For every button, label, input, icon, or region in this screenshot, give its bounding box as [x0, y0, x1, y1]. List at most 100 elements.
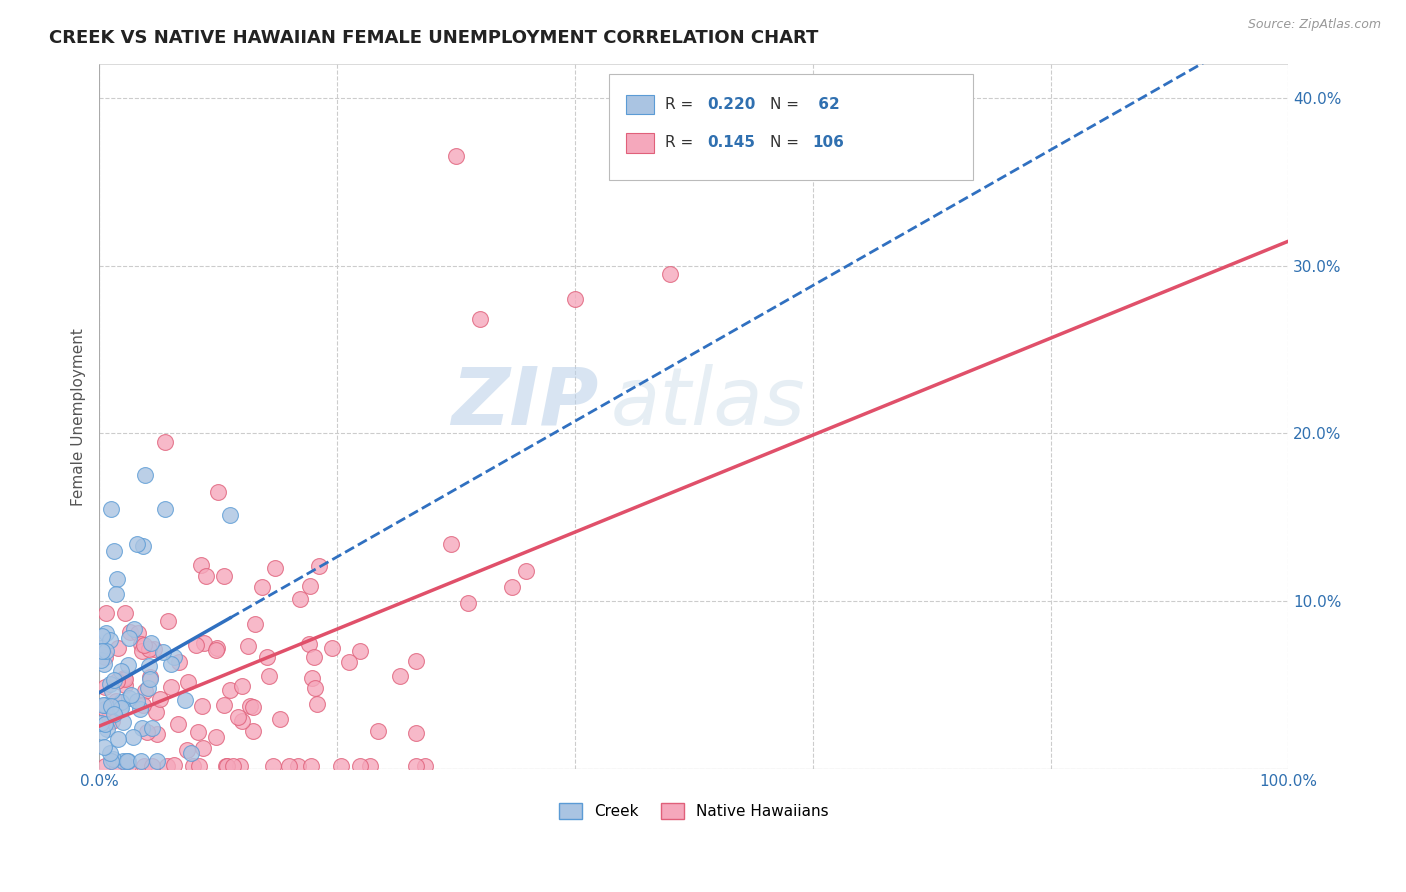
Point: [152, 645, 174, 659]
Point: [101, 683, 124, 698]
Point: [226, 709, 249, 723]
Point: [299, 759, 322, 773]
Point: [129, 754, 152, 768]
Point: [218, 683, 240, 698]
Point: [236, 639, 259, 653]
Point: [132, 759, 155, 773]
Point: [120, 688, 142, 702]
Point: [299, 579, 322, 593]
Point: [367, 723, 389, 738]
Point: [245, 617, 267, 632]
Point: [111, 754, 134, 768]
Point: [191, 740, 214, 755]
Point: [118, 631, 141, 645]
Point: [405, 759, 427, 773]
Point: [134, 684, 156, 698]
Point: [103, 752, 125, 766]
Point: [219, 508, 242, 522]
Point: [117, 754, 139, 768]
Point: [93, 739, 115, 754]
Point: [117, 658, 139, 673]
Point: [132, 539, 155, 553]
Point: [91, 644, 114, 658]
Point: [337, 656, 360, 670]
Text: atlas: atlas: [610, 364, 806, 442]
Point: [217, 759, 239, 773]
Point: [174, 692, 197, 706]
Point: [145, 705, 167, 719]
Point: [141, 759, 163, 773]
Point: [98, 746, 121, 760]
Point: [96, 606, 118, 620]
Point: [231, 679, 253, 693]
Point: [114, 672, 136, 686]
Point: [101, 714, 124, 729]
Point: [94, 644, 117, 658]
Point: [153, 502, 176, 516]
Point: [90, 640, 112, 655]
Point: [321, 640, 343, 655]
Point: [215, 759, 238, 773]
Point: [187, 759, 209, 773]
Point: [256, 649, 278, 664]
Point: [659, 267, 682, 281]
Point: [121, 731, 143, 745]
Point: [302, 650, 325, 665]
Point: [91, 698, 114, 712]
Point: [153, 434, 176, 449]
Point: [114, 606, 136, 620]
Point: [250, 580, 273, 594]
Point: [91, 629, 114, 643]
Point: [231, 714, 253, 728]
Point: [501, 580, 523, 594]
Point: [105, 673, 128, 688]
Y-axis label: Female Unemployment: Female Unemployment: [72, 327, 86, 506]
Point: [114, 678, 136, 692]
Point: [94, 680, 117, 694]
Point: [163, 650, 186, 665]
Text: 62: 62: [813, 97, 839, 112]
Point: [141, 721, 163, 735]
Point: [242, 724, 264, 739]
Text: CREEK VS NATIVE HAWAIIAN FEMALE UNEMPLOYMENT CORRELATION CHART: CREEK VS NATIVE HAWAIIAN FEMALE UNEMPLOY…: [49, 29, 818, 46]
Point: [138, 642, 160, 657]
Point: [127, 626, 149, 640]
Point: [98, 710, 121, 724]
Point: [125, 537, 148, 551]
Point: [107, 640, 129, 655]
Point: [405, 726, 427, 740]
Point: [110, 700, 132, 714]
Point: [127, 694, 149, 708]
Point: [94, 626, 117, 640]
Point: [180, 747, 202, 761]
Point: [277, 759, 299, 773]
Text: N =: N =: [770, 136, 800, 150]
Point: [287, 759, 309, 773]
Point: [159, 657, 181, 672]
Point: [389, 669, 412, 683]
Point: [187, 725, 209, 739]
Point: [212, 569, 235, 583]
Point: [129, 702, 152, 716]
Point: [93, 702, 115, 716]
Point: [93, 759, 115, 773]
Point: [139, 672, 162, 686]
Point: [167, 655, 190, 669]
Point: [94, 698, 117, 712]
Point: [190, 558, 212, 573]
Point: [301, 671, 323, 685]
Text: Source: ZipAtlas.com: Source: ZipAtlas.com: [1247, 18, 1381, 31]
Point: [191, 698, 214, 713]
Point: [131, 637, 153, 651]
Point: [139, 635, 162, 649]
Text: R =: R =: [665, 97, 699, 112]
Point: [94, 716, 117, 731]
Point: [118, 691, 141, 706]
Point: [117, 759, 139, 773]
Point: [107, 732, 129, 747]
Point: [103, 673, 125, 687]
Point: [131, 644, 153, 658]
Point: [166, 716, 188, 731]
Point: [308, 559, 330, 574]
Point: [100, 754, 122, 768]
